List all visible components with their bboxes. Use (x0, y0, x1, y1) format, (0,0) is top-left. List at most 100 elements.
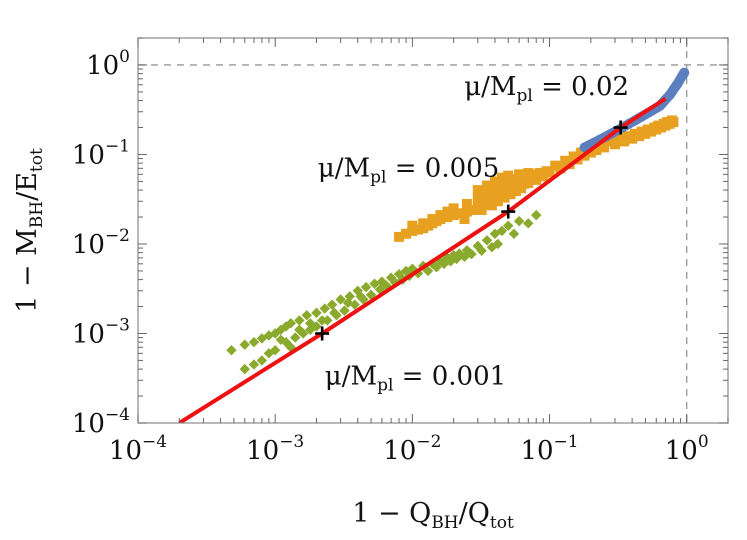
x-tick-label: 100 (665, 432, 709, 466)
cross-marker (501, 204, 516, 219)
plot-area (138, 38, 728, 423)
data-point (642, 124, 653, 135)
data-point (407, 225, 418, 236)
data-point (472, 193, 483, 204)
data-point (339, 305, 350, 316)
data-point (448, 210, 459, 221)
data-point (422, 265, 434, 277)
data-point (568, 151, 579, 162)
x-tick-label: 10−3 (246, 432, 304, 466)
data-point (275, 334, 287, 346)
y-tick-label: 10−2 (72, 226, 130, 260)
data-point (531, 209, 542, 221)
data-point (603, 136, 614, 147)
annotation-label: μ/Mpl = 0.005 (318, 153, 499, 187)
data-point (666, 115, 677, 126)
data-point (304, 318, 316, 329)
data-point (461, 198, 472, 209)
data-point (541, 166, 552, 177)
data-point (555, 163, 566, 174)
data-point (472, 185, 483, 196)
data-point (342, 297, 354, 309)
data-point (442, 212, 453, 223)
data-point (636, 126, 647, 137)
data-point (511, 186, 522, 197)
data-point (476, 245, 487, 256)
data-point (489, 185, 500, 196)
data-point (653, 120, 664, 131)
data-point (301, 310, 312, 321)
data-point (503, 220, 514, 231)
data-point (394, 231, 405, 242)
data-point (269, 345, 281, 356)
data-point (239, 339, 250, 350)
data-point (496, 180, 507, 191)
data-point (619, 136, 630, 147)
data-point (248, 359, 260, 370)
annotation-label: μ/Mpl = 0.02 (464, 72, 629, 106)
x-tick-label: 10−1 (520, 432, 578, 466)
highlight-markers (315, 120, 628, 341)
data-point (523, 218, 534, 229)
data-point (335, 294, 346, 305)
data-point (679, 67, 690, 78)
data-point (489, 176, 500, 187)
data-point (503, 177, 514, 188)
data-point (560, 155, 571, 166)
data-point (360, 281, 372, 293)
data-point (316, 315, 328, 326)
data-point (418, 218, 429, 229)
data-point (454, 208, 465, 219)
cross-marker (613, 120, 628, 135)
data-point (476, 204, 487, 215)
data-point (508, 228, 520, 239)
data-point (369, 278, 380, 289)
x-axis-label: 1 − QBH/Qtot (352, 498, 514, 533)
data-point (478, 198, 489, 209)
data-point (499, 192, 510, 203)
data-point (401, 228, 412, 239)
data-point (505, 189, 516, 200)
y-tick-label: 100 (86, 47, 130, 81)
data-point (496, 225, 508, 237)
data-point (226, 345, 237, 356)
data-point (481, 189, 492, 200)
data-point (486, 200, 497, 211)
y-axis-label: 1 − MBH/Etot (12, 148, 47, 313)
data-point (512, 174, 523, 185)
x-tick-label: 10−4 (109, 432, 167, 466)
cross-marker (315, 326, 330, 341)
data-point (531, 174, 542, 185)
y-tick-label: 10−4 (72, 405, 130, 439)
data-point (513, 215, 525, 227)
annotation-label: μ/Mpl = 0.001 (325, 361, 506, 395)
data-point (466, 248, 477, 260)
data-point (503, 170, 514, 181)
data-point (492, 238, 504, 250)
data-point (534, 168, 545, 179)
data-point (613, 133, 624, 144)
plot-frame (137, 37, 729, 424)
data-point (248, 336, 260, 348)
data-point (329, 307, 340, 319)
axis-ticks: 10−4 10−3 10−2 10−1 100 10−4 10−3 10−2 10−1 100 (72, 37, 729, 466)
data-point (326, 299, 338, 310)
data-point (550, 160, 561, 171)
data-point (576, 147, 587, 158)
data-point (496, 172, 507, 183)
data-point (311, 307, 322, 319)
x-tick-label: 10−2 (383, 432, 441, 466)
data-point (407, 220, 418, 231)
y-tick-label: 10−3 (72, 315, 130, 349)
data-point (481, 235, 493, 246)
data-point (256, 355, 268, 366)
data-point (239, 363, 250, 375)
data-point (481, 180, 492, 191)
data-point (527, 169, 538, 180)
data-point (435, 210, 446, 221)
data-point (516, 183, 527, 194)
data-point (442, 206, 453, 217)
data-point (294, 324, 305, 335)
